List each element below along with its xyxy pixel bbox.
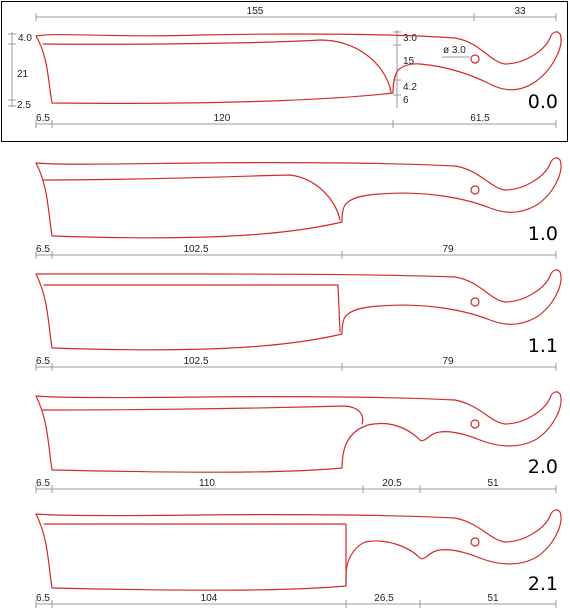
knife-outline <box>35 157 562 239</box>
bottom-dimension-1-1 <box>35 363 557 371</box>
version-label: 1.1 <box>528 335 558 357</box>
version-label: 2.1 <box>528 573 558 595</box>
handle-hole <box>470 185 480 195</box>
version-label: 1.0 <box>528 223 558 245</box>
design-1-0: 6.5 102.5 79 1.0 <box>35 157 562 259</box>
blade-grind-line <box>43 284 341 333</box>
ricasso-height-value: 15 <box>403 56 415 67</box>
ricasso-bottom-value: 6 <box>403 95 409 106</box>
design-0-0-frame <box>1 1 568 142</box>
version-label: 0.0 <box>528 91 558 113</box>
handle-length-value: 61.5 <box>470 113 490 124</box>
bolster-length-value: 20.5 <box>382 478 402 489</box>
point-offset-value: 6.5 <box>36 113 50 124</box>
bolster-length-value: 26.5 <box>374 593 394 604</box>
handle-length-value: 51 <box>487 478 499 489</box>
handle-hole <box>470 297 480 307</box>
tip-length-value: 33 <box>514 6 526 17</box>
blade-length-value: 102.5 <box>183 244 208 255</box>
knife-outline <box>35 31 562 104</box>
handle-length-value: 79 <box>442 356 454 367</box>
handle-hole <box>470 419 480 429</box>
bottom-dimension-2-1 <box>35 600 557 608</box>
knife-outline <box>35 509 562 591</box>
handle-length-value: 79 <box>442 244 454 255</box>
ricasso-lower-value: 4.2 <box>403 82 417 93</box>
knife-outline <box>35 391 562 473</box>
blade-height-dimension <box>8 32 16 107</box>
overall-length-value: 155 <box>247 6 264 17</box>
blade-grind-line <box>43 523 347 587</box>
handle-hole <box>470 537 480 547</box>
point-offset-value: 6.5 <box>36 478 50 489</box>
design-2-1: 6.5 104 26.5 51 2.1 <box>35 509 562 608</box>
version-label: 2.0 <box>528 456 558 478</box>
blade-length-value: 110 <box>199 478 215 489</box>
point-offset-value: 6.5 <box>36 593 50 604</box>
blade-grind-line <box>42 174 341 221</box>
blade-height-value: 21 <box>17 69 29 80</box>
ricasso-top-value: 3.0 <box>403 33 417 44</box>
bottom-dimension-0-0 <box>35 120 557 128</box>
handle-hole <box>470 54 480 64</box>
spine-thickness-value: 4.0 <box>18 33 32 44</box>
knife-outline <box>35 269 562 351</box>
overall-length-dimension <box>35 13 557 21</box>
point-offset-value: 6.5 <box>36 244 50 255</box>
design-1-1: 6.5 102.5 79 1.1 <box>35 269 562 371</box>
design-2-0: 6.5 110 20.5 51 2.0 <box>35 391 562 493</box>
design-0-0: 155 33 4.0 21 2.5 3.0 15 4.2 6 ø 3.0 <box>1 1 568 142</box>
blade-length-value: 102.5 <box>183 356 208 367</box>
edge-offset-value: 2.5 <box>17 100 31 111</box>
handle-length-value: 51 <box>487 593 499 604</box>
hole-diameter-value: ø 3.0 <box>443 45 466 56</box>
blade-grind-line <box>42 405 364 425</box>
bottom-dimension-1-0 <box>35 251 557 259</box>
point-offset-value: 6.5 <box>36 356 50 367</box>
bottom-dimension-2-0 <box>35 485 557 493</box>
blade-length-value: 104 <box>201 593 218 604</box>
blade-length-value: 120 <box>214 113 231 124</box>
blade-grind-line <box>42 39 392 93</box>
